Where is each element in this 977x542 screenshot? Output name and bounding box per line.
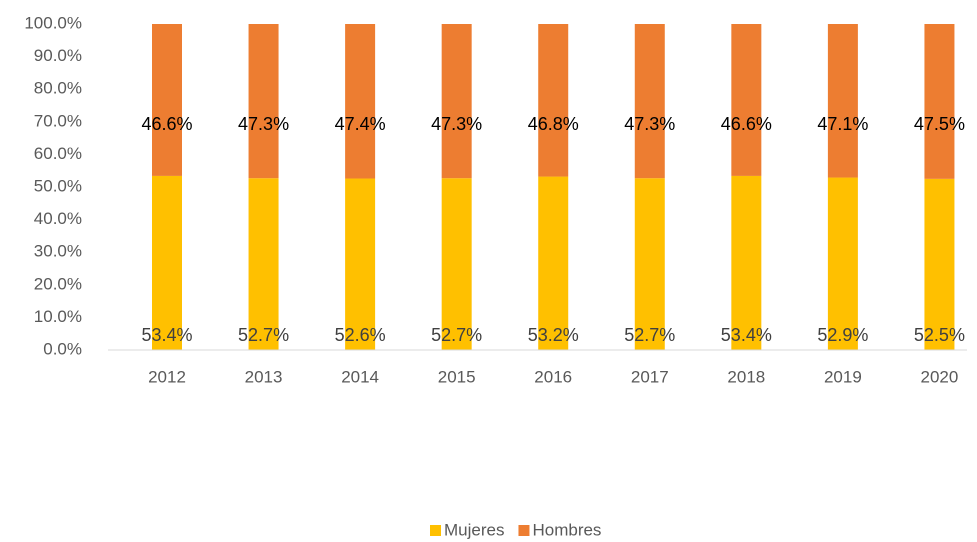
y-tick-label: 100.0% (24, 13, 82, 32)
bar-segment (152, 175, 182, 350)
legend-swatch (518, 525, 530, 536)
bar-segment (152, 24, 182, 176)
y-tick-label: 70.0% (34, 111, 82, 130)
bar-segment (441, 178, 472, 350)
data-label: 52.6% (335, 325, 386, 345)
bar-segment (827, 24, 858, 178)
bar-segment (731, 175, 762, 350)
y-tick-label: 10.0% (34, 307, 82, 326)
legend-label: Hombres (532, 520, 601, 539)
bar-segment (441, 24, 472, 179)
data-label: 47.4% (335, 114, 386, 134)
y-tick-label: 40.0% (34, 209, 82, 228)
data-label: 53.4% (721, 325, 772, 345)
y-tick-label: 20.0% (34, 274, 82, 293)
data-label: 53.4% (141, 325, 192, 345)
x-tick-label: 2019 (824, 367, 862, 386)
bar-segment (248, 178, 279, 350)
x-tick-label: 2020 (921, 367, 959, 386)
x-tick-label: 2016 (534, 367, 572, 386)
bar-segment (248, 24, 279, 179)
data-label: 47.3% (431, 114, 482, 134)
bar-segment (538, 24, 569, 177)
legend-swatch (430, 525, 441, 536)
bar-segment (345, 178, 376, 350)
data-label: 52.7% (238, 325, 289, 345)
x-tick-label: 2017 (631, 367, 669, 386)
data-label: 46.6% (141, 114, 192, 134)
data-label: 47.3% (238, 114, 289, 134)
legend-label: Mujeres (444, 520, 504, 539)
y-tick-label: 30.0% (34, 242, 82, 261)
bar-segment (634, 24, 665, 179)
bar-segment (827, 177, 858, 350)
data-label: 47.1% (817, 114, 868, 134)
x-tick-label: 2015 (438, 367, 476, 386)
data-label: 47.3% (624, 114, 675, 134)
bar-segment (634, 178, 665, 350)
x-tick-label: 2014 (341, 367, 379, 386)
x-tick-label: 2013 (245, 367, 283, 386)
y-tick-label: 90.0% (34, 46, 82, 65)
data-label: 52.9% (817, 325, 868, 345)
data-label: 47.5% (914, 114, 965, 134)
bar-segment (924, 178, 955, 350)
data-label: 52.7% (624, 325, 675, 345)
data-label: 52.5% (914, 325, 965, 345)
y-tick-label: 0.0% (43, 339, 82, 358)
x-tick-label: 2012 (148, 367, 186, 386)
bar-segment (538, 176, 569, 350)
data-label: 53.2% (528, 325, 579, 345)
x-tick-label: 2018 (727, 367, 765, 386)
data-label: 46.6% (721, 114, 772, 134)
y-tick-label: 60.0% (34, 144, 82, 163)
y-tick-label: 80.0% (34, 79, 82, 98)
bar-segment (345, 24, 376, 179)
bar-segment (924, 24, 955, 179)
bar-segment (731, 24, 762, 176)
data-label: 46.8% (528, 114, 579, 134)
y-tick-label: 50.0% (34, 176, 82, 195)
data-label: 52.7% (431, 325, 482, 345)
